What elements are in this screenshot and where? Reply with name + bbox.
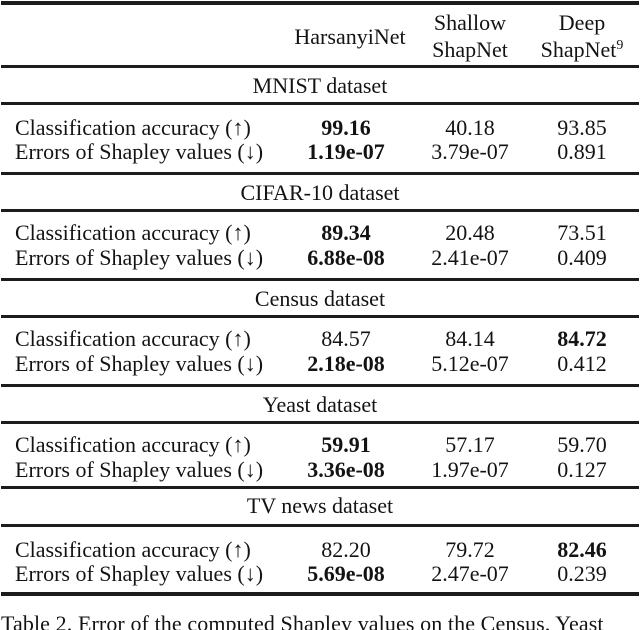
section-rule-mnist-below-label — [1, 102, 639, 105]
row-census-accuracy: Classification accuracy (↑) 84.57 84.14 … — [0, 0, 640, 351]
section-rule-tvnews-below-label — [1, 524, 639, 527]
section-rule-census-below-label — [1, 315, 639, 318]
cell-census-accuracy-deep: 84.72 — [557, 326, 607, 351]
row-label-error: Errors of Shapley values (↓) — [15, 245, 264, 270]
cell-yeast-error-shallow: 1.97e-07 — [431, 457, 509, 482]
section-header-tvnews: TV news dataset — [246, 493, 394, 518]
row-cifar10-error: Errors of Shapley values (↓) 6.88e-08 2.… — [0, 0, 640, 270]
cell-census-error-shallow: 5.12e-07 — [431, 351, 509, 376]
cell-mnist-error-deep: 0.891 — [557, 139, 607, 164]
column-header-deep-line1: Deep — [558, 10, 606, 35]
row-census-error: Errors of Shapley values (↓) 2.18e-08 5.… — [0, 0, 640, 376]
cell-cifar10-accuracy-shallow: 20.48 — [445, 220, 495, 245]
column-header-shallow-line2: ShapNet — [432, 37, 508, 62]
cell-mnist-error-shallow: 3.79e-07 — [431, 139, 509, 164]
cell-cifar10-error-shallow: 2.41e-07 — [431, 245, 509, 270]
section-rule-yeast-below-label — [1, 421, 639, 424]
row-tvnews-error: Errors of Shapley values (↓) 5.69e-08 2.… — [0, 0, 640, 586]
cell-yeast-accuracy-harsanyinet: 59.91 — [321, 432, 371, 457]
row-label-error: Errors of Shapley values (↓) — [15, 457, 264, 482]
row-mnist-error: Errors of Shapley values (↓) 1.19e-07 3.… — [0, 0, 640, 164]
row-label-accuracy: Classification accuracy (↑) — [15, 115, 251, 140]
cell-mnist-accuracy-shallow: 40.18 — [445, 115, 495, 140]
cell-tvnews-accuracy-shallow: 79.72 — [445, 537, 495, 562]
cell-yeast-accuracy-shallow: 57.17 — [445, 432, 495, 457]
cell-census-accuracy-harsanyinet: 84.57 — [321, 326, 371, 351]
row-label-error: Errors of Shapley values (↓) — [15, 561, 264, 586]
row-label-error: Errors of Shapley values (↓) — [15, 351, 264, 376]
column-header-harsanyinet: HarsanyiNet — [294, 24, 406, 49]
cell-tvnews-error-shallow: 2.47e-07 — [431, 561, 509, 586]
cell-census-error-harsanyinet: 2.18e-08 — [307, 351, 385, 376]
section-header-yeast: Yeast dataset — [262, 392, 378, 417]
table-rule-bottom — [1, 592, 639, 596]
cell-tvnews-error-deep: 0.239 — [557, 561, 607, 586]
cell-tvnews-accuracy-deep: 82.46 — [557, 537, 607, 562]
cell-yeast-error-harsanyinet: 3.36e-08 — [307, 457, 385, 482]
row-tvnews-accuracy: Classification accuracy (↑) 82.20 79.72 … — [0, 0, 640, 562]
column-header-shallow-shapnet: Shallow ShapNet — [432, 9, 508, 63]
column-header-deep-line2: ShapNet9 — [540, 37, 624, 62]
row-label-accuracy: Classification accuracy (↑) — [15, 537, 251, 562]
table-rule-top — [1, 1, 639, 5]
column-header-shallow-line1: Shallow — [433, 10, 507, 35]
row-label-accuracy: Classification accuracy (↑) — [15, 432, 251, 457]
row-cifar10-accuracy: Classification accuracy (↑) 89.34 20.48 … — [0, 0, 640, 245]
row-label-accuracy: Classification accuracy (↑) — [15, 220, 251, 245]
section-header-census: Census dataset — [254, 286, 386, 311]
section-header-cifar10: CIFAR-10 dataset — [240, 180, 400, 205]
cell-mnist-error-harsanyinet: 1.19e-07 — [307, 139, 385, 164]
cell-yeast-error-deep: 0.127 — [557, 457, 607, 482]
cell-mnist-accuracy-harsanyinet: 99.16 — [321, 115, 371, 140]
cell-census-error-deep: 0.412 — [557, 351, 607, 376]
row-mnist-accuracy: Classification accuracy (↑) 99.16 40.18 … — [0, 0, 640, 140]
table-rule-below-header — [1, 65, 639, 68]
section-rule-cifar-end — [1, 278, 639, 281]
row-label-error: Errors of Shapley values (↓) — [15, 139, 264, 164]
row-yeast-error: Errors of Shapley values (↓) 3.36e-08 1.… — [0, 0, 640, 482]
column-header-deep-shapnet: Deep ShapNet9 — [541, 9, 624, 67]
section-rule-census-end — [1, 384, 639, 387]
cell-mnist-accuracy-deep: 93.85 — [557, 115, 607, 140]
section-rule-cifar-below-label — [1, 209, 639, 212]
cell-cifar10-accuracy-deep: 73.51 — [557, 220, 607, 245]
cell-cifar10-error-harsanyinet: 6.88e-08 — [307, 245, 385, 270]
row-label-accuracy: Classification accuracy (↑) — [15, 326, 251, 351]
section-rule-yeast-end — [1, 486, 639, 489]
cell-cifar10-error-deep: 0.409 — [557, 245, 607, 270]
cell-cifar10-accuracy-harsanyinet: 89.34 — [321, 220, 371, 245]
section-rule-mnist-end — [1, 172, 639, 175]
cell-yeast-accuracy-deep: 59.70 — [557, 432, 607, 457]
footnote-superscript: 9 — [616, 38, 624, 53]
section-header-mnist: MNIST dataset — [252, 73, 388, 98]
row-yeast-accuracy: Classification accuracy (↑) 59.91 57.17 … — [0, 0, 640, 457]
cell-tvnews-error-harsanyinet: 5.69e-08 — [307, 561, 385, 586]
table-caption: Table 2. Error of the computed Shapley v… — [1, 611, 604, 630]
cell-census-accuracy-shallow: 84.14 — [445, 326, 495, 351]
cell-tvnews-accuracy-harsanyinet: 82.20 — [321, 537, 371, 562]
